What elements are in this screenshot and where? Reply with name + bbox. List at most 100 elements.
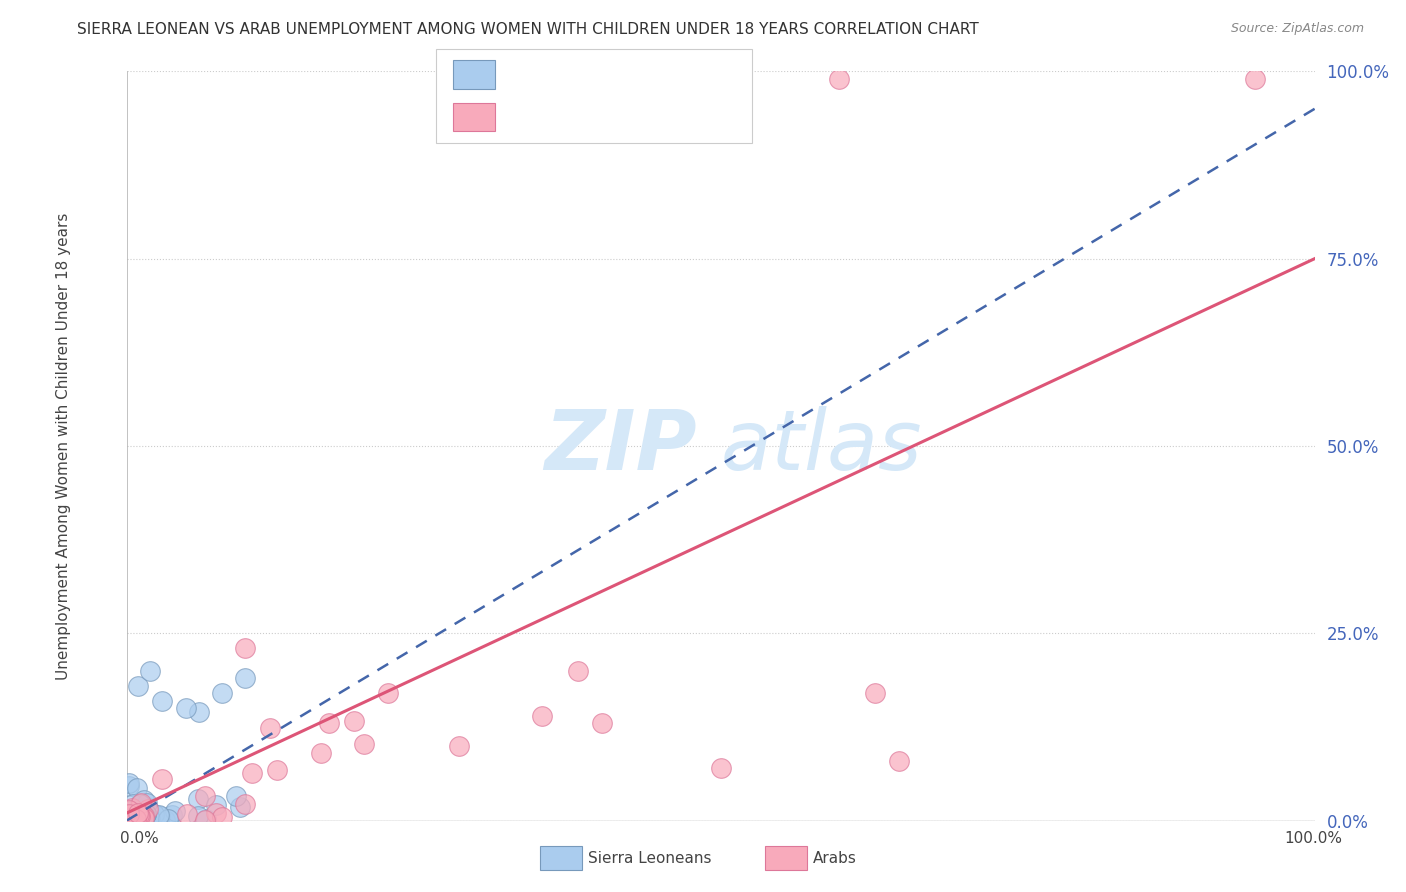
Point — [135, 796, 157, 810]
Point — [118, 806, 141, 821]
Point — [343, 714, 366, 728]
Point — [353, 737, 375, 751]
Point — [449, 739, 471, 753]
Point — [121, 800, 143, 814]
Point — [887, 754, 910, 768]
Point — [118, 803, 141, 817]
Point — [710, 761, 733, 775]
Point — [118, 814, 141, 828]
Point — [204, 798, 226, 813]
Point — [187, 792, 209, 806]
Point — [211, 686, 233, 700]
Point — [194, 814, 217, 828]
Point — [187, 809, 209, 823]
Point — [122, 807, 145, 822]
Point — [531, 708, 554, 723]
Point — [828, 71, 851, 86]
Text: Arabs: Arabs — [813, 851, 856, 865]
Point — [127, 808, 149, 822]
Point — [1244, 71, 1267, 86]
Point — [129, 796, 152, 810]
Point — [132, 811, 155, 825]
Point — [129, 811, 152, 825]
Point — [125, 780, 148, 795]
Point — [174, 701, 197, 715]
Point — [163, 804, 186, 818]
Point — [156, 812, 179, 826]
Text: SIERRA LEONEAN VS ARAB UNEMPLOYMENT AMONG WOMEN WITH CHILDREN UNDER 18 YEARS COR: SIERRA LEONEAN VS ARAB UNEMPLOYMENT AMON… — [77, 22, 979, 37]
Text: Source: ZipAtlas.com: Source: ZipAtlas.com — [1230, 22, 1364, 36]
Point — [233, 797, 256, 811]
Point — [132, 814, 155, 828]
Point — [124, 812, 146, 826]
Point — [138, 809, 160, 823]
Point — [153, 813, 176, 827]
Point — [120, 809, 142, 823]
Point — [149, 809, 172, 823]
Point — [148, 807, 170, 822]
Point — [142, 806, 165, 821]
Point — [567, 664, 589, 678]
Point — [134, 793, 156, 807]
Point — [134, 808, 156, 822]
Point — [124, 807, 146, 822]
Point — [127, 679, 149, 693]
Point — [117, 776, 139, 790]
Point — [863, 686, 886, 700]
Point — [150, 694, 173, 708]
Point — [233, 671, 257, 685]
Point — [129, 809, 152, 823]
Point — [242, 765, 264, 780]
Point — [117, 809, 139, 823]
Point — [136, 813, 159, 827]
Point — [152, 772, 174, 787]
Point — [136, 802, 159, 816]
Point — [122, 797, 145, 811]
Point — [259, 721, 281, 735]
Point — [132, 809, 155, 823]
Point — [118, 779, 141, 793]
Point — [318, 716, 340, 731]
Point — [233, 641, 257, 656]
Point — [135, 807, 157, 822]
Text: Unemployment Among Women with Children Under 18 years: Unemployment Among Women with Children U… — [56, 212, 70, 680]
Point — [128, 808, 150, 822]
Text: atlas: atlas — [721, 406, 922, 486]
Point — [311, 746, 333, 760]
Point — [591, 716, 613, 731]
Point — [124, 806, 146, 821]
Point — [129, 805, 152, 820]
Point — [377, 686, 399, 700]
Point — [129, 797, 152, 811]
Text: 100.0%: 100.0% — [1285, 831, 1343, 846]
Text: ZIP: ZIP — [544, 406, 697, 486]
Point — [122, 814, 145, 828]
Point — [135, 806, 157, 821]
Point — [229, 799, 252, 814]
Point — [188, 705, 211, 719]
Point — [139, 664, 162, 678]
Point — [131, 807, 153, 822]
Point — [122, 806, 145, 821]
Point — [194, 789, 217, 803]
Point — [205, 805, 228, 820]
Point — [125, 812, 148, 826]
Point — [176, 807, 198, 822]
Point — [118, 805, 141, 820]
Point — [127, 807, 149, 822]
Point — [266, 763, 288, 777]
Point — [136, 800, 159, 814]
Point — [134, 807, 156, 822]
Point — [160, 807, 183, 822]
Text: Sierra Leoneans: Sierra Leoneans — [588, 851, 711, 865]
Point — [225, 789, 247, 804]
Point — [129, 806, 152, 821]
Point — [138, 805, 160, 820]
Text: R = 0.360   N = 53: R = 0.360 N = 53 — [502, 66, 672, 84]
Point — [131, 810, 153, 824]
Text: R = 0.698   N = 47: R = 0.698 N = 47 — [502, 108, 672, 126]
Point — [125, 812, 148, 826]
Point — [127, 805, 149, 820]
Point — [195, 812, 218, 826]
Text: 0.0%: 0.0% — [120, 831, 159, 846]
